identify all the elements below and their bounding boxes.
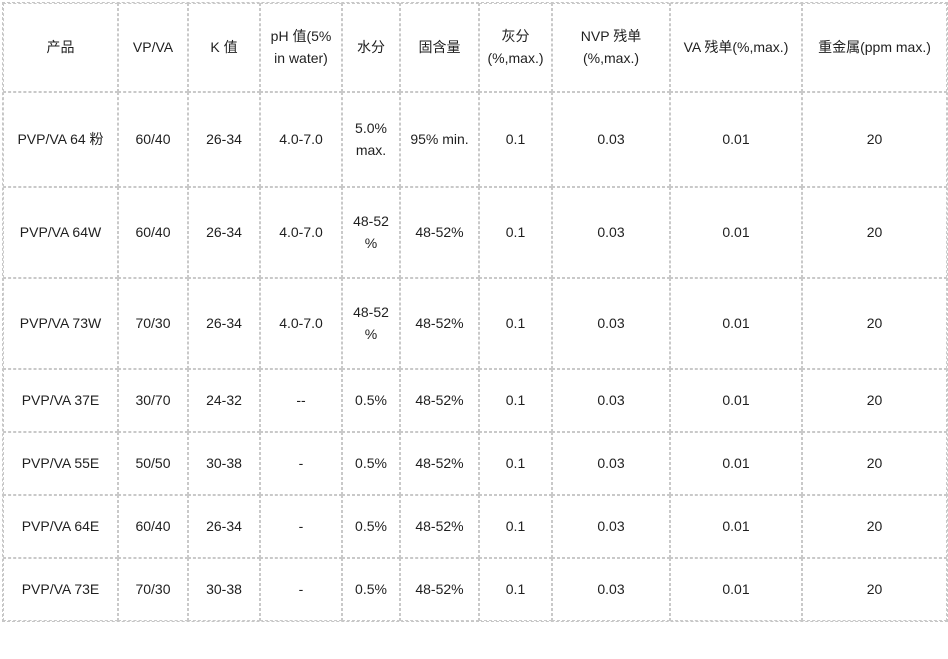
nvp-residual-cell: 0.03: [552, 432, 670, 495]
kvalue-cell: 26-34: [188, 187, 260, 278]
heavy-metals-cell: 20: [802, 278, 947, 369]
column-header-moisture: 水分: [342, 3, 400, 92]
kvalue-cell: 26-34: [188, 495, 260, 558]
solids-cell: 95% min.: [400, 92, 479, 187]
va-residual-cell: 0.01: [670, 558, 802, 621]
table-row: PVP/VA 64W 60/40 26-34 4.0-7.0 48-52 % 4…: [3, 187, 947, 278]
heavy-metals-cell: 20: [802, 495, 947, 558]
table-row: PVP/VA 64E 60/40 26-34 - 0.5% 48-52% 0.1…: [3, 495, 947, 558]
column-header-ash: 灰分 (%,max.): [479, 3, 552, 92]
kvalue-cell: 30-38: [188, 432, 260, 495]
product-name-cell: PVP/VA 73E: [3, 558, 118, 621]
product-spec-table: 产品 VP/VA K 值 pH 值(5% in water) 水分 固含量 灰分…: [2, 2, 948, 622]
moisture-cell: 48-52 %: [342, 278, 400, 369]
solids-cell: 48-52%: [400, 278, 479, 369]
ash-cell: 0.1: [479, 92, 552, 187]
product-name-cell: PVP/VA 64W: [3, 187, 118, 278]
product-name-cell: PVP/VA 64 粉: [3, 92, 118, 187]
heavy-metals-cell: 20: [802, 369, 947, 432]
va-residual-cell: 0.01: [670, 432, 802, 495]
column-header-ph: pH 值(5% in water): [260, 3, 342, 92]
ash-cell: 0.1: [479, 369, 552, 432]
column-header-solids: 固含量: [400, 3, 479, 92]
kvalue-cell: 24-32: [188, 369, 260, 432]
moisture-cell: 0.5%: [342, 558, 400, 621]
heavy-metals-cell: 20: [802, 92, 947, 187]
kvalue-cell: 26-34: [188, 278, 260, 369]
va-residual-cell: 0.01: [670, 495, 802, 558]
va-residual-cell: 0.01: [670, 278, 802, 369]
product-spec-sheet: 产品 VP/VA K 值 pH 值(5% in water) 水分 固含量 灰分…: [2, 2, 948, 622]
table-row: PVP/VA 64 粉 60/40 26-34 4.0-7.0 5.0% max…: [3, 92, 947, 187]
moisture-cell: 0.5%: [342, 432, 400, 495]
solids-cell: 48-52%: [400, 495, 479, 558]
moisture-cell: 0.5%: [342, 495, 400, 558]
header-row: 产品 VP/VA K 值 pH 值(5% in water) 水分 固含量 灰分…: [3, 3, 947, 92]
column-header-vpva: VP/VA: [118, 3, 188, 92]
product-name-cell: PVP/VA 37E: [3, 369, 118, 432]
column-header-va-residual: VA 残单(%,max.): [670, 3, 802, 92]
ash-cell: 0.1: [479, 278, 552, 369]
column-header-kvalue: K 值: [188, 3, 260, 92]
table-row: PVP/VA 55E 50/50 30-38 - 0.5% 48-52% 0.1…: [3, 432, 947, 495]
product-name-cell: PVP/VA 55E: [3, 432, 118, 495]
solids-cell: 48-52%: [400, 187, 479, 278]
vpva-cell: 30/70: [118, 369, 188, 432]
ash-cell: 0.1: [479, 558, 552, 621]
vpva-cell: 70/30: [118, 558, 188, 621]
nvp-residual-cell: 0.03: [552, 558, 670, 621]
va-residual-cell: 0.01: [670, 92, 802, 187]
nvp-residual-cell: 0.03: [552, 92, 670, 187]
ash-cell: 0.1: [479, 432, 552, 495]
ph-cell: -: [260, 558, 342, 621]
ash-cell: 0.1: [479, 495, 552, 558]
ph-cell: 4.0-7.0: [260, 278, 342, 369]
solids-cell: 48-52%: [400, 558, 479, 621]
product-name-cell: PVP/VA 64E: [3, 495, 118, 558]
ph-cell: -: [260, 495, 342, 558]
heavy-metals-cell: 20: [802, 432, 947, 495]
vpva-cell: 60/40: [118, 495, 188, 558]
vpva-cell: 50/50: [118, 432, 188, 495]
vpva-cell: 60/40: [118, 187, 188, 278]
column-header-heavy-metals: 重金属(ppm max.): [802, 3, 947, 92]
moisture-cell: 48-52 %: [342, 187, 400, 278]
solids-cell: 48-52%: [400, 432, 479, 495]
solids-cell: 48-52%: [400, 369, 479, 432]
nvp-residual-cell: 0.03: [552, 187, 670, 278]
kvalue-cell: 30-38: [188, 558, 260, 621]
ph-cell: -: [260, 432, 342, 495]
column-header-nvp-residual: NVP 残单 (%,max.): [552, 3, 670, 92]
product-name-cell: PVP/VA 73W: [3, 278, 118, 369]
moisture-cell: 5.0% max.: [342, 92, 400, 187]
va-residual-cell: 0.01: [670, 187, 802, 278]
va-residual-cell: 0.01: [670, 369, 802, 432]
kvalue-cell: 26-34: [188, 92, 260, 187]
moisture-cell: 0.5%: [342, 369, 400, 432]
nvp-residual-cell: 0.03: [552, 369, 670, 432]
heavy-metals-cell: 20: [802, 558, 947, 621]
ph-cell: --: [260, 369, 342, 432]
nvp-residual-cell: 0.03: [552, 495, 670, 558]
table-row: PVP/VA 73E 70/30 30-38 - 0.5% 48-52% 0.1…: [3, 558, 947, 621]
table-row: PVP/VA 37E 30/70 24-32 -- 0.5% 48-52% 0.…: [3, 369, 947, 432]
vpva-cell: 60/40: [118, 92, 188, 187]
heavy-metals-cell: 20: [802, 187, 947, 278]
nvp-residual-cell: 0.03: [552, 278, 670, 369]
column-header-product: 产品: [3, 3, 118, 92]
table-row: PVP/VA 73W 70/30 26-34 4.0-7.0 48-52 % 4…: [3, 278, 947, 369]
ph-cell: 4.0-7.0: [260, 92, 342, 187]
ash-cell: 0.1: [479, 187, 552, 278]
ph-cell: 4.0-7.0: [260, 187, 342, 278]
vpva-cell: 70/30: [118, 278, 188, 369]
